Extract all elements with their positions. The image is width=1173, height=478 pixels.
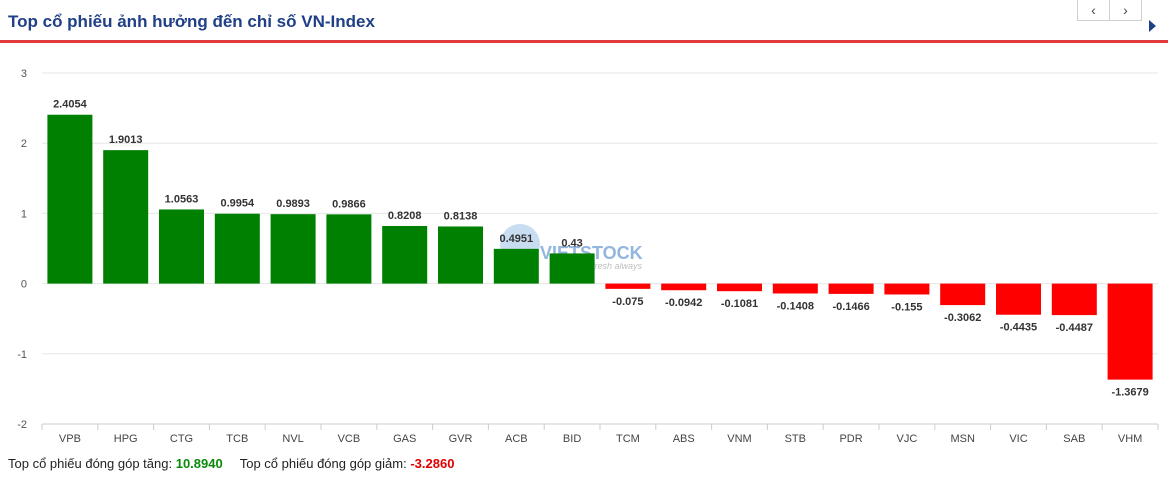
data-label: 0.4951 [499, 233, 533, 245]
y-tick-label: 3 [21, 68, 27, 80]
data-label: -0.1081 [721, 298, 758, 310]
x-tick-label: VNM [727, 433, 751, 445]
bar-pdr [828, 283, 874, 294]
up-label: Top cổ phiếu đóng góp tăng: [8, 456, 173, 471]
x-tick-label: HPG [114, 433, 138, 445]
bar-gas [382, 225, 428, 284]
data-label: 0.9954 [220, 198, 255, 210]
data-label: 2.4054 [53, 99, 88, 111]
data-label: 0.43 [561, 237, 582, 249]
next-button[interactable]: › [1109, 0, 1141, 20]
up-value: 10.8940 [175, 456, 223, 471]
bar-nvl [270, 214, 316, 284]
data-label: -0.155 [891, 301, 922, 313]
x-tick-label: STB [785, 433, 806, 445]
x-tick-label: TCB [226, 433, 248, 445]
x-tick-label: VCB [338, 433, 361, 445]
data-labels: 2.4054 1.9013 1.0563 0.9954 0.9893 0.9866 0.82… [53, 99, 1149, 399]
chart-title: Top cổ phiếu ảnh hưởng đến chỉ số VN-Ind… [8, 12, 375, 31]
data-label: 1.0563 [165, 193, 199, 205]
y-tick-label: -1 [17, 349, 27, 361]
bar-acb [493, 248, 539, 284]
data-label: 0.9893 [276, 198, 310, 210]
x-tick-label: PDR [839, 433, 862, 445]
data-label: -0.4487 [1056, 322, 1093, 334]
y-axis-ticks: 3 2 1 0 -1 -2 [17, 68, 27, 431]
x-axis: VPB HPG CTG TCB NVL VCB GAS GVR ACB BID TCM ABS VNM S… [41, 423, 1159, 445]
bar-tcm [605, 283, 651, 289]
x-tick-label: GAS [393, 433, 416, 445]
x-tick-label: TCM [616, 433, 640, 445]
data-label: -0.075 [612, 296, 643, 308]
bars [47, 114, 1153, 380]
bar-vhm [1107, 283, 1153, 380]
data-label: 0.9866 [332, 198, 366, 210]
x-tick-label: NVL [282, 433, 303, 445]
play-icon[interactable] [1149, 20, 1156, 32]
bar-tcb [214, 213, 260, 284]
data-label: -0.4435 [1000, 322, 1037, 334]
x-tick-label: VIC [1009, 433, 1027, 445]
data-label: 0.8208 [388, 210, 422, 222]
title-divider [0, 40, 1168, 43]
bar-bid [549, 253, 595, 284]
x-tick-label: BID [563, 433, 581, 445]
data-label: 1.9013 [109, 134, 143, 146]
y-tick-label: 0 [21, 279, 27, 291]
bar-sab [1051, 283, 1097, 316]
summary-footer: Top cổ phiếu đóng góp tăng: 10.8940 Top … [8, 456, 454, 471]
bar-ctg [159, 209, 204, 284]
y-tick-label: -2 [17, 419, 27, 431]
bar-abs [661, 283, 707, 291]
bar-stb [772, 283, 818, 294]
data-label: -0.3062 [944, 312, 981, 324]
x-tick-label: GVR [449, 433, 473, 445]
x-tick-label: CTG [170, 433, 193, 445]
y-tick-label: 1 [21, 208, 27, 220]
data-label: 0.8138 [444, 210, 478, 222]
prev-button[interactable]: ‹ [1091, 2, 1096, 18]
x-tick-label: ABS [673, 433, 695, 445]
data-label: -0.1466 [832, 301, 869, 313]
x-tick-label: SAB [1063, 433, 1085, 445]
x-tick-label: VHM [1118, 433, 1142, 445]
bar-hpg [103, 150, 149, 284]
pager: ‹ › [1077, 0, 1142, 21]
bar-vnm [717, 283, 762, 292]
x-tick-label: VJC [897, 433, 918, 445]
x-tick-label: MSN [950, 433, 975, 445]
x-tick-label: VPB [59, 433, 81, 445]
down-value: -3.2860 [410, 456, 455, 471]
data-label: -0.1408 [777, 300, 814, 312]
bar-vic [996, 283, 1041, 315]
watermark-tagline: fresh always [592, 261, 643, 271]
bar-vcb [326, 214, 372, 284]
bar-msn [940, 283, 986, 306]
data-label: -1.3679 [1111, 387, 1148, 399]
bar-gvr [438, 226, 483, 284]
x-tick-label: ACB [505, 433, 528, 445]
data-label: -0.0942 [665, 297, 702, 309]
bar-vpb [47, 114, 93, 284]
down-label: Top cổ phiếu đóng góp giảm: [239, 456, 407, 471]
y-tick-label: 2 [21, 138, 27, 150]
bar-vjc [884, 283, 930, 295]
